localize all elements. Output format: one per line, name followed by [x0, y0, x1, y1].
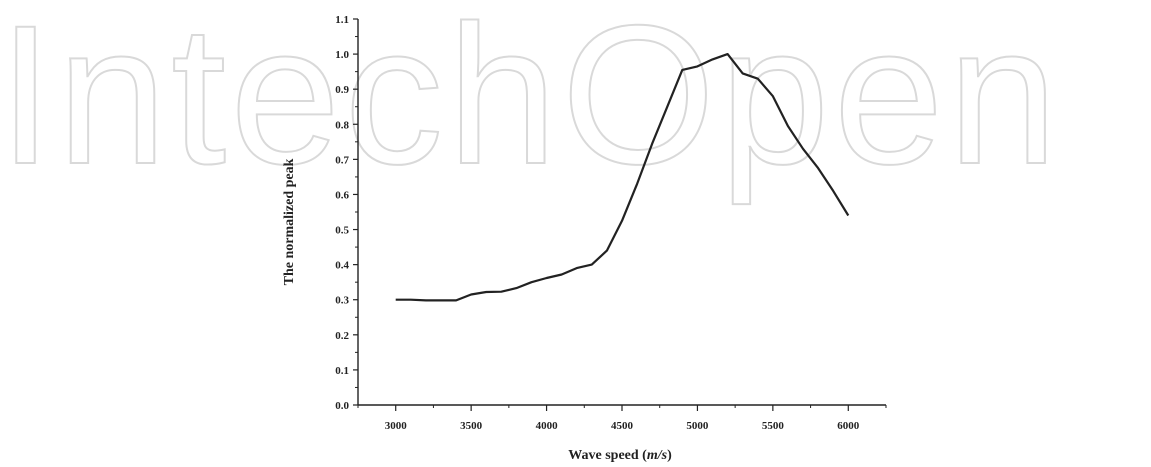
y-tick-label: 0.5	[335, 225, 349, 237]
data-line	[395, 53, 850, 302]
y-tick-label: 1.1	[335, 14, 349, 26]
y-axis-ticks: 0.0 0.1 0.2 0.3 0.4 0.5 0.6 0.7 0.8 0.9 1.0 1.1	[335, 14, 358, 412]
y-axis-title: The normalized peak	[282, 158, 297, 285]
x-axis-title: Wave speed (m/s)	[568, 448, 672, 463]
x-tick-label: 6000	[837, 420, 860, 432]
y-tick-label: 0.3	[335, 295, 349, 307]
x-axis-title-prefix: Wave speed (	[568, 448, 647, 463]
y-tick-label: 0.8	[335, 119, 349, 131]
x-tick-label: 3000	[385, 420, 408, 432]
y-tick-label: 0.0	[335, 400, 349, 412]
y-tick-label: 0.1	[335, 365, 349, 377]
x-tick-label: 4500	[611, 420, 634, 432]
x-axis-title-unit: m/s	[647, 448, 668, 463]
y-tick-label: 0.9	[335, 84, 349, 96]
y-tick-label: 0.2	[335, 330, 349, 342]
y-tick-label: 1.0	[335, 49, 349, 61]
x-tick-label: 4000	[536, 420, 559, 432]
x-tick-label: 3500	[460, 420, 483, 432]
x-axis-title-suffix: )	[667, 448, 672, 463]
x-tick-label: 5000	[686, 420, 709, 432]
x-axis-ticks: 3000 3500 4000 4500 5000 5500 6000	[357, 405, 887, 432]
x-tick-label: 5500	[762, 420, 785, 432]
watermark-logo: IntechOpen	[0, 0, 1062, 205]
y-tick-label: 0.7	[335, 154, 349, 166]
y-tick-label: 0.4	[335, 260, 349, 272]
y-tick-label: 0.6	[335, 189, 349, 201]
